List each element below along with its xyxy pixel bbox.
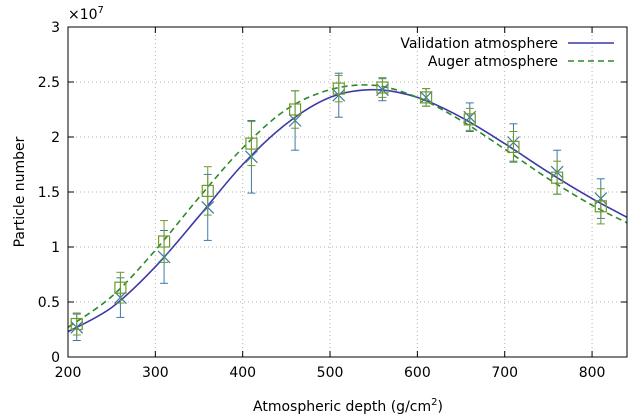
x-axis-title-main: Atmospheric depth (g/cm xyxy=(253,399,431,415)
data-point-2 xyxy=(376,77,389,98)
legend-label-2: Auger atmosphere xyxy=(428,54,558,70)
data-point-2 xyxy=(594,188,607,225)
plot-frame xyxy=(67,26,628,358)
marker-square xyxy=(332,82,345,95)
data-point-2 xyxy=(114,271,127,304)
marker-square xyxy=(420,91,433,104)
series-line-2 xyxy=(67,84,628,328)
marker-square xyxy=(507,140,520,153)
y-tick-label: 0.5 xyxy=(38,295,60,311)
marker-square xyxy=(463,113,476,126)
y-tick-label: 3 xyxy=(51,20,60,36)
data-point-2 xyxy=(201,166,214,216)
y-tick-label: 0 xyxy=(51,350,60,366)
marker-square xyxy=(376,81,389,94)
data-point-2 xyxy=(507,131,520,163)
grid xyxy=(68,27,627,357)
x-tick-label: 500 xyxy=(317,365,344,381)
x-axis-title: Atmospheric depth (g/cm2) xyxy=(253,397,443,415)
data-point-2 xyxy=(420,88,433,107)
data-point-2 xyxy=(551,160,564,195)
marker-square xyxy=(245,137,258,150)
x-tick-label: 400 xyxy=(229,365,256,381)
marker-square xyxy=(114,281,127,294)
y-tick-label: 2.5 xyxy=(38,75,60,91)
marker-square xyxy=(594,200,607,213)
data-point-2 xyxy=(70,312,83,336)
x-tick-label: 300 xyxy=(142,365,169,381)
data-points xyxy=(70,72,608,341)
x-tick-label: 200 xyxy=(55,365,82,381)
y-axis-title: Particle number xyxy=(12,136,28,247)
data-point-2 xyxy=(288,90,302,129)
y-multiplier: ×107 xyxy=(68,5,104,23)
marker-square xyxy=(288,103,302,116)
y-tick-label: 1 xyxy=(51,240,60,256)
y-multiplier-exp: 7 xyxy=(98,5,104,16)
ticks: 200 300 400 500 600 700 800 0 0.5 1 1.5 2 2.5 3 xyxy=(38,20,627,381)
marker-square xyxy=(551,171,564,184)
curves xyxy=(67,84,628,333)
y-tick-label: 2 xyxy=(51,130,60,146)
marker-square xyxy=(157,235,171,248)
x-tick-label: 600 xyxy=(404,365,431,381)
series-line-1 xyxy=(67,88,628,333)
data-point-2 xyxy=(157,220,171,263)
data-point-2 xyxy=(245,121,258,167)
x-tick-label: 700 xyxy=(491,365,518,381)
x-axis-title-sup: 2 xyxy=(431,397,437,408)
marker-square xyxy=(201,184,214,197)
marker-square xyxy=(70,317,83,331)
x-axis-title-end: ) xyxy=(438,399,443,415)
legend: Validation atmosphere Auger atmosphere xyxy=(400,36,614,70)
y-tick-label: 1.5 xyxy=(38,185,60,201)
data-point-2 xyxy=(463,107,476,131)
x-tick-label: 800 xyxy=(579,365,606,381)
legend-label-1: Validation atmosphere xyxy=(400,36,558,52)
data-point-2 xyxy=(332,74,345,103)
y-multiplier-base: ×10 xyxy=(68,7,98,23)
